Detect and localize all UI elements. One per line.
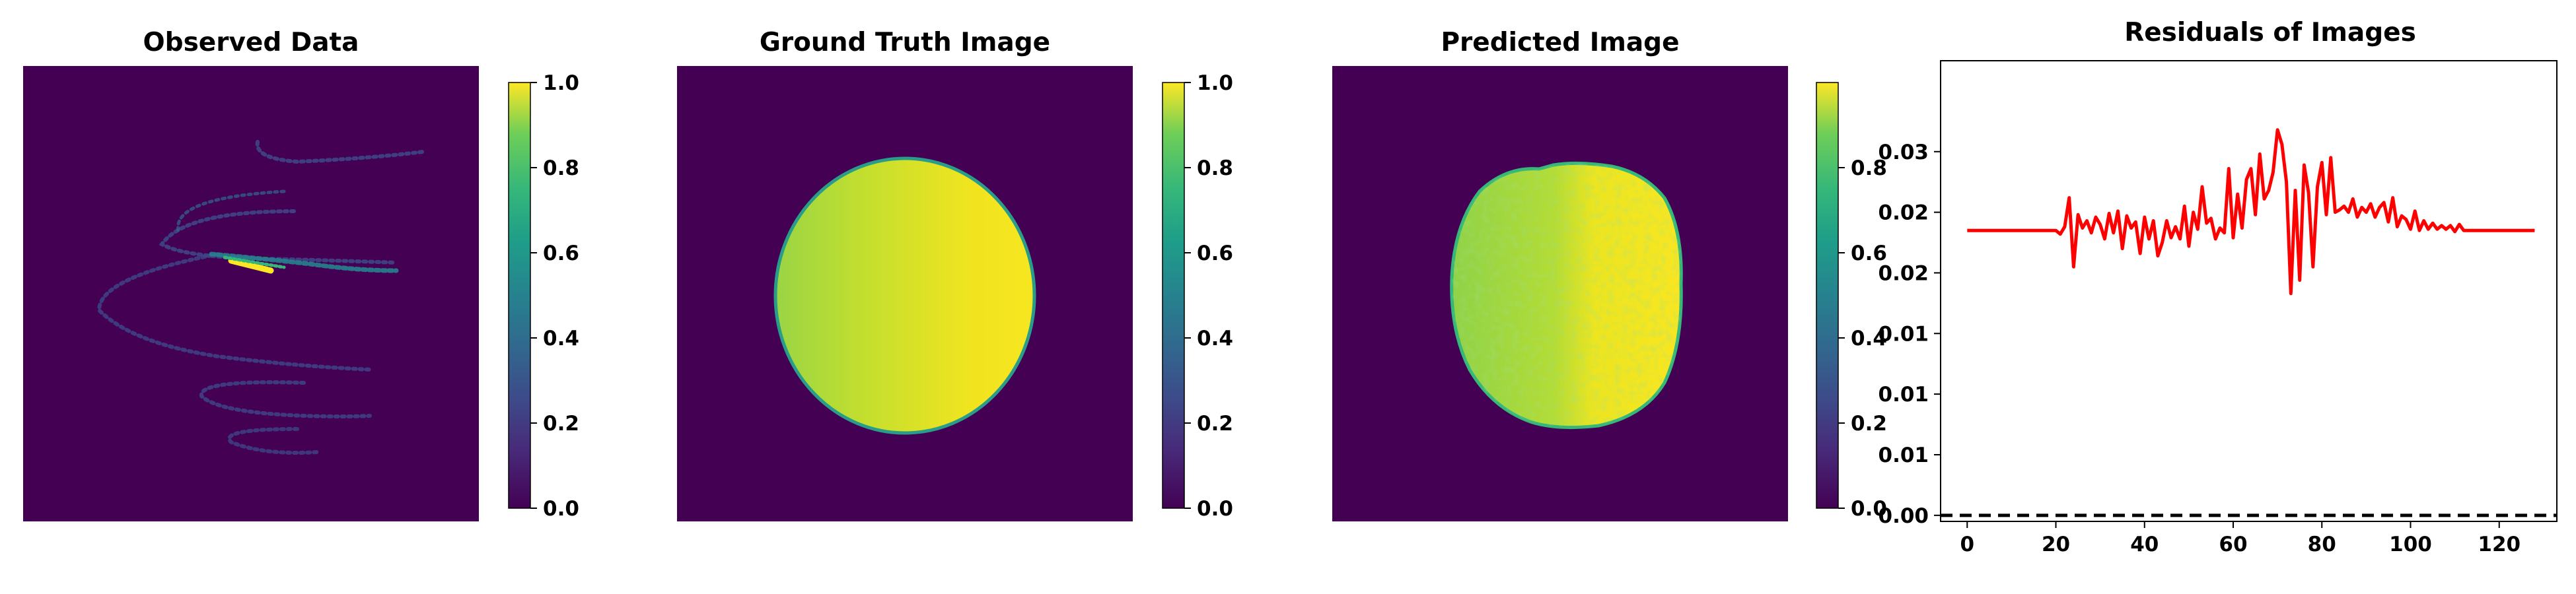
cb-tick: 0.4 (1851, 327, 1887, 350)
x-tick-label: 100 (2389, 533, 2432, 556)
y-tick-label: 0.01 (1878, 444, 1929, 467)
x-tick-label: 80 (2308, 533, 2336, 556)
colorbar-predicted (1816, 82, 1839, 509)
x-tick-label: 60 (2219, 533, 2247, 556)
cb-tick: 0.0 (1851, 497, 1887, 521)
x-tick-label: 20 (2042, 533, 2070, 556)
panel-title-observed: Observed Data (143, 28, 359, 57)
y-tick-label: 0.02 (1878, 201, 1929, 225)
y-tick-label: 0.00 (1878, 504, 1929, 528)
y-tick-label: 0.02 (1878, 261, 1929, 285)
cb-tick: 0.2 (1197, 412, 1233, 436)
cb-tick: 0.8 (1197, 156, 1233, 180)
plot-frame (1940, 60, 2558, 522)
cb-tick: 0.8 (543, 156, 579, 180)
panel-ground-truth: Ground Truth Image 0.0 0.2 0.4 0.6 (677, 28, 1233, 521)
residual-line (1967, 128, 2535, 296)
cb-tick: 0.4 (1197, 327, 1233, 350)
cb-tick: 0.4 (543, 327, 579, 350)
chart-title: Residuals of Images (2124, 18, 2416, 48)
cb-tick: 0.6 (1851, 242, 1887, 265)
y-tick-label: 0.03 (1878, 141, 1929, 164)
panel-title-predicted: Predicted Image (1441, 28, 1679, 57)
x-tick-label: 0 (1960, 533, 1974, 556)
panel-title-ground-truth: Ground Truth Image (760, 28, 1050, 57)
cb-tick: 0.2 (543, 412, 579, 436)
panel-predicted: Predicted Image 0.0 0.2 0.4 0.6 (1332, 28, 1887, 521)
y-tick-label: 0.01 (1878, 322, 1929, 346)
ground-truth-disc (773, 156, 1036, 435)
cb-tick: 0.6 (543, 242, 579, 265)
observed-image (23, 66, 479, 521)
predicted-disc-noise (1451, 163, 1682, 428)
y-tick-label: 0.01 (1878, 383, 1929, 407)
cb-tick: 0.6 (1197, 242, 1233, 265)
colorbar-ticks-predicted: 0.0 0.2 0.4 0.6 0.8 (1838, 156, 1887, 521)
colorbar-ticks-observed: 0.0 0.2 0.4 0.6 0.8 1.0 (530, 71, 579, 521)
x-tick-label: 120 (2478, 533, 2521, 556)
cb-tick: 0.2 (1851, 412, 1887, 436)
colorbar-ticks-ground-truth: 0.0 0.2 0.4 0.6 0.8 1.0 (1184, 71, 1233, 521)
x-tick-label: 40 (2130, 533, 2159, 556)
colorbar-observed (508, 82, 531, 509)
panel-residuals: Residuals of Images 0 20 40 60 80 100 1200.000… (1878, 18, 2558, 556)
colorbar-ground-truth (1162, 82, 1185, 509)
cb-tick: 1.0 (1197, 71, 1233, 95)
cb-tick: 1.0 (543, 71, 579, 95)
cb-tick: 0.0 (1197, 497, 1233, 521)
observed-spiral (96, 140, 425, 455)
cb-tick: 0.8 (1851, 156, 1887, 180)
panel-observed-data: Observed Data 0.0 0.2 0.4 (23, 28, 579, 521)
residuals-plot: 0 20 40 60 80 100 120 0.00 0.01 0.01 0.01 0.02 0.02 0… (1878, 128, 2557, 556)
cb-tick: 0.0 (543, 497, 579, 521)
